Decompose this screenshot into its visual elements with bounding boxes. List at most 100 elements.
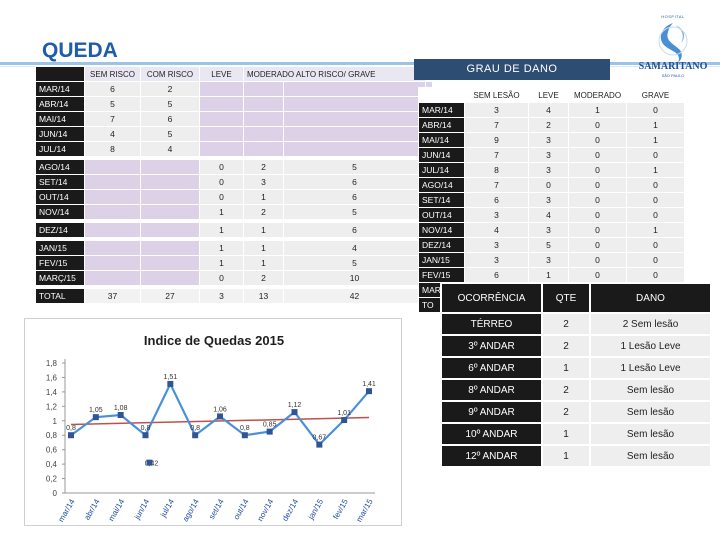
value-cell: 0 [199, 189, 244, 205]
data-point [117, 412, 124, 418]
table-row: DEZ/14 1 1 6 [35, 222, 433, 238]
value-cell: 1 [626, 132, 685, 148]
value-cell [84, 270, 141, 286]
value-cell: 8 [464, 162, 529, 178]
value-cell: 2 [243, 270, 284, 286]
grau-de-dano-table: SEM LESÃO LEVE MODERADO GRAVE MAR/14 3 4 1 0… [418, 87, 685, 313]
table-row: SET/14 0 3 6 [35, 174, 433, 190]
col-header-dano: DANO [589, 282, 712, 314]
value-cell: 6 [283, 222, 426, 238]
logo-sub-text: SÃO PAULO [661, 73, 685, 78]
table-row: JUN/14 7 3 0 0 [418, 147, 685, 163]
value-cell: 3 [464, 252, 529, 268]
location-cell: 6º ANDAR [440, 356, 543, 380]
month-cell: OUT/14 [418, 207, 465, 223]
table-row: ABR/14 5 5 [35, 96, 433, 112]
table-row: MAI/14 9 3 0 1 [418, 132, 685, 148]
table-row: SET/14 6 3 0 0 [418, 192, 685, 208]
location-cell: 3º ANDAR [440, 334, 543, 358]
qte-cell: 1 [541, 444, 591, 468]
table-row: 10º ANDAR 1 Sem lesão [440, 422, 712, 446]
table-row: OUT/14 0 1 6 [35, 189, 433, 205]
month-cell: NOV/14 [35, 204, 85, 220]
value-cell: 13 [243, 288, 284, 304]
month-cell: TOTAL [35, 288, 85, 304]
value-cell: 5 [528, 237, 569, 253]
min-data-point [146, 459, 153, 466]
value-cell: 5 [84, 96, 141, 112]
data-point [68, 432, 74, 439]
title-divider [0, 62, 720, 65]
value-cell: 1 [626, 222, 685, 238]
page-title: QUEDA [42, 39, 118, 62]
dano-cell: Sem lesão [589, 378, 712, 402]
data-point [217, 413, 223, 420]
value-cell: 0 [199, 270, 244, 286]
value-cell: 3 [464, 207, 529, 223]
value-cell: 3 [199, 288, 244, 304]
x-tick-label: ago/14 [181, 497, 201, 523]
value-cell [140, 255, 200, 271]
data-label: 0,8 [240, 425, 250, 432]
value-cell: 5 [140, 96, 200, 112]
value-cell [199, 126, 244, 142]
value-cell [140, 204, 200, 220]
value-cell: 2 [243, 204, 284, 220]
col-header: MODERADO [568, 87, 627, 103]
value-cell: 6 [464, 267, 529, 283]
table-row: 6º ANDAR 1 1 Lesão Leve [440, 356, 712, 380]
x-tick-label: jun/14 [132, 497, 151, 522]
value-cell [243, 96, 284, 112]
value-cell: 3 [464, 102, 529, 118]
data-point [316, 441, 323, 448]
value-cell [140, 240, 200, 256]
data-label: 1,08 [114, 405, 128, 412]
x-tick-label: jan/15 [306, 497, 325, 522]
dano-cell: Sem lesão [589, 422, 712, 446]
dano-cell: Sem lesão [589, 444, 712, 468]
value-cell [243, 126, 284, 142]
value-cell: 37 [84, 288, 141, 304]
value-cell [84, 159, 141, 175]
value-cell: 1 [243, 222, 284, 238]
month-cell: JUL/14 [418, 162, 465, 178]
y-tick-label: 0,4 [46, 460, 58, 469]
col-header: LEVE [528, 87, 569, 103]
table-row: JUL/14 8 3 0 1 [418, 162, 685, 178]
table-row: 8º ANDAR 2 Sem lesão [440, 378, 712, 402]
month-cell: JUN/14 [35, 126, 85, 142]
logo-name: SAMARITANO [638, 61, 708, 72]
data-point [366, 388, 372, 395]
month-cell: DEZ/14 [35, 222, 85, 238]
data-point [266, 428, 273, 435]
y-tick-label: 1,8 [46, 359, 58, 368]
value-cell: 0 [626, 267, 685, 283]
month-cell: JAN/15 [35, 240, 85, 256]
value-cell: 4 [528, 207, 569, 223]
x-tick-label: mar/15 [354, 497, 375, 524]
value-cell [84, 240, 141, 256]
table-row: OUT/14 3 4 0 0 [418, 207, 685, 223]
value-cell: 1 [199, 255, 244, 271]
dano-cell: 2 Sem lesão [589, 312, 712, 336]
data-point [341, 417, 348, 424]
month-cell: DEZ/14 [418, 237, 465, 253]
value-cell: 0 [568, 192, 627, 208]
value-cell: 7 [464, 177, 529, 193]
col-header-moderado: MODERADO [247, 69, 295, 79]
value-cell: 0 [626, 207, 685, 223]
x-tick-label: jul/14 [158, 497, 176, 519]
value-cell: 0 [568, 267, 627, 283]
value-cell [283, 81, 426, 97]
grau-table-header: SEM LESÃO LEVE MODERADO GRAVE [418, 87, 685, 103]
y-tick-label: 1,6 [46, 373, 58, 382]
table-row: JUN/14 4 5 [35, 126, 433, 142]
table-row: JAN/15 3 3 0 0 [418, 252, 685, 268]
table-row: AGO/14 0 2 5 [35, 159, 433, 175]
month-cell: OUT/14 [35, 189, 85, 205]
month-header-cell [35, 66, 85, 82]
month-cell: ABR/14 [35, 96, 85, 112]
value-cell [243, 81, 284, 97]
col-header: LEVE [199, 66, 244, 82]
table-row: MAI/14 7 6 [35, 111, 433, 127]
